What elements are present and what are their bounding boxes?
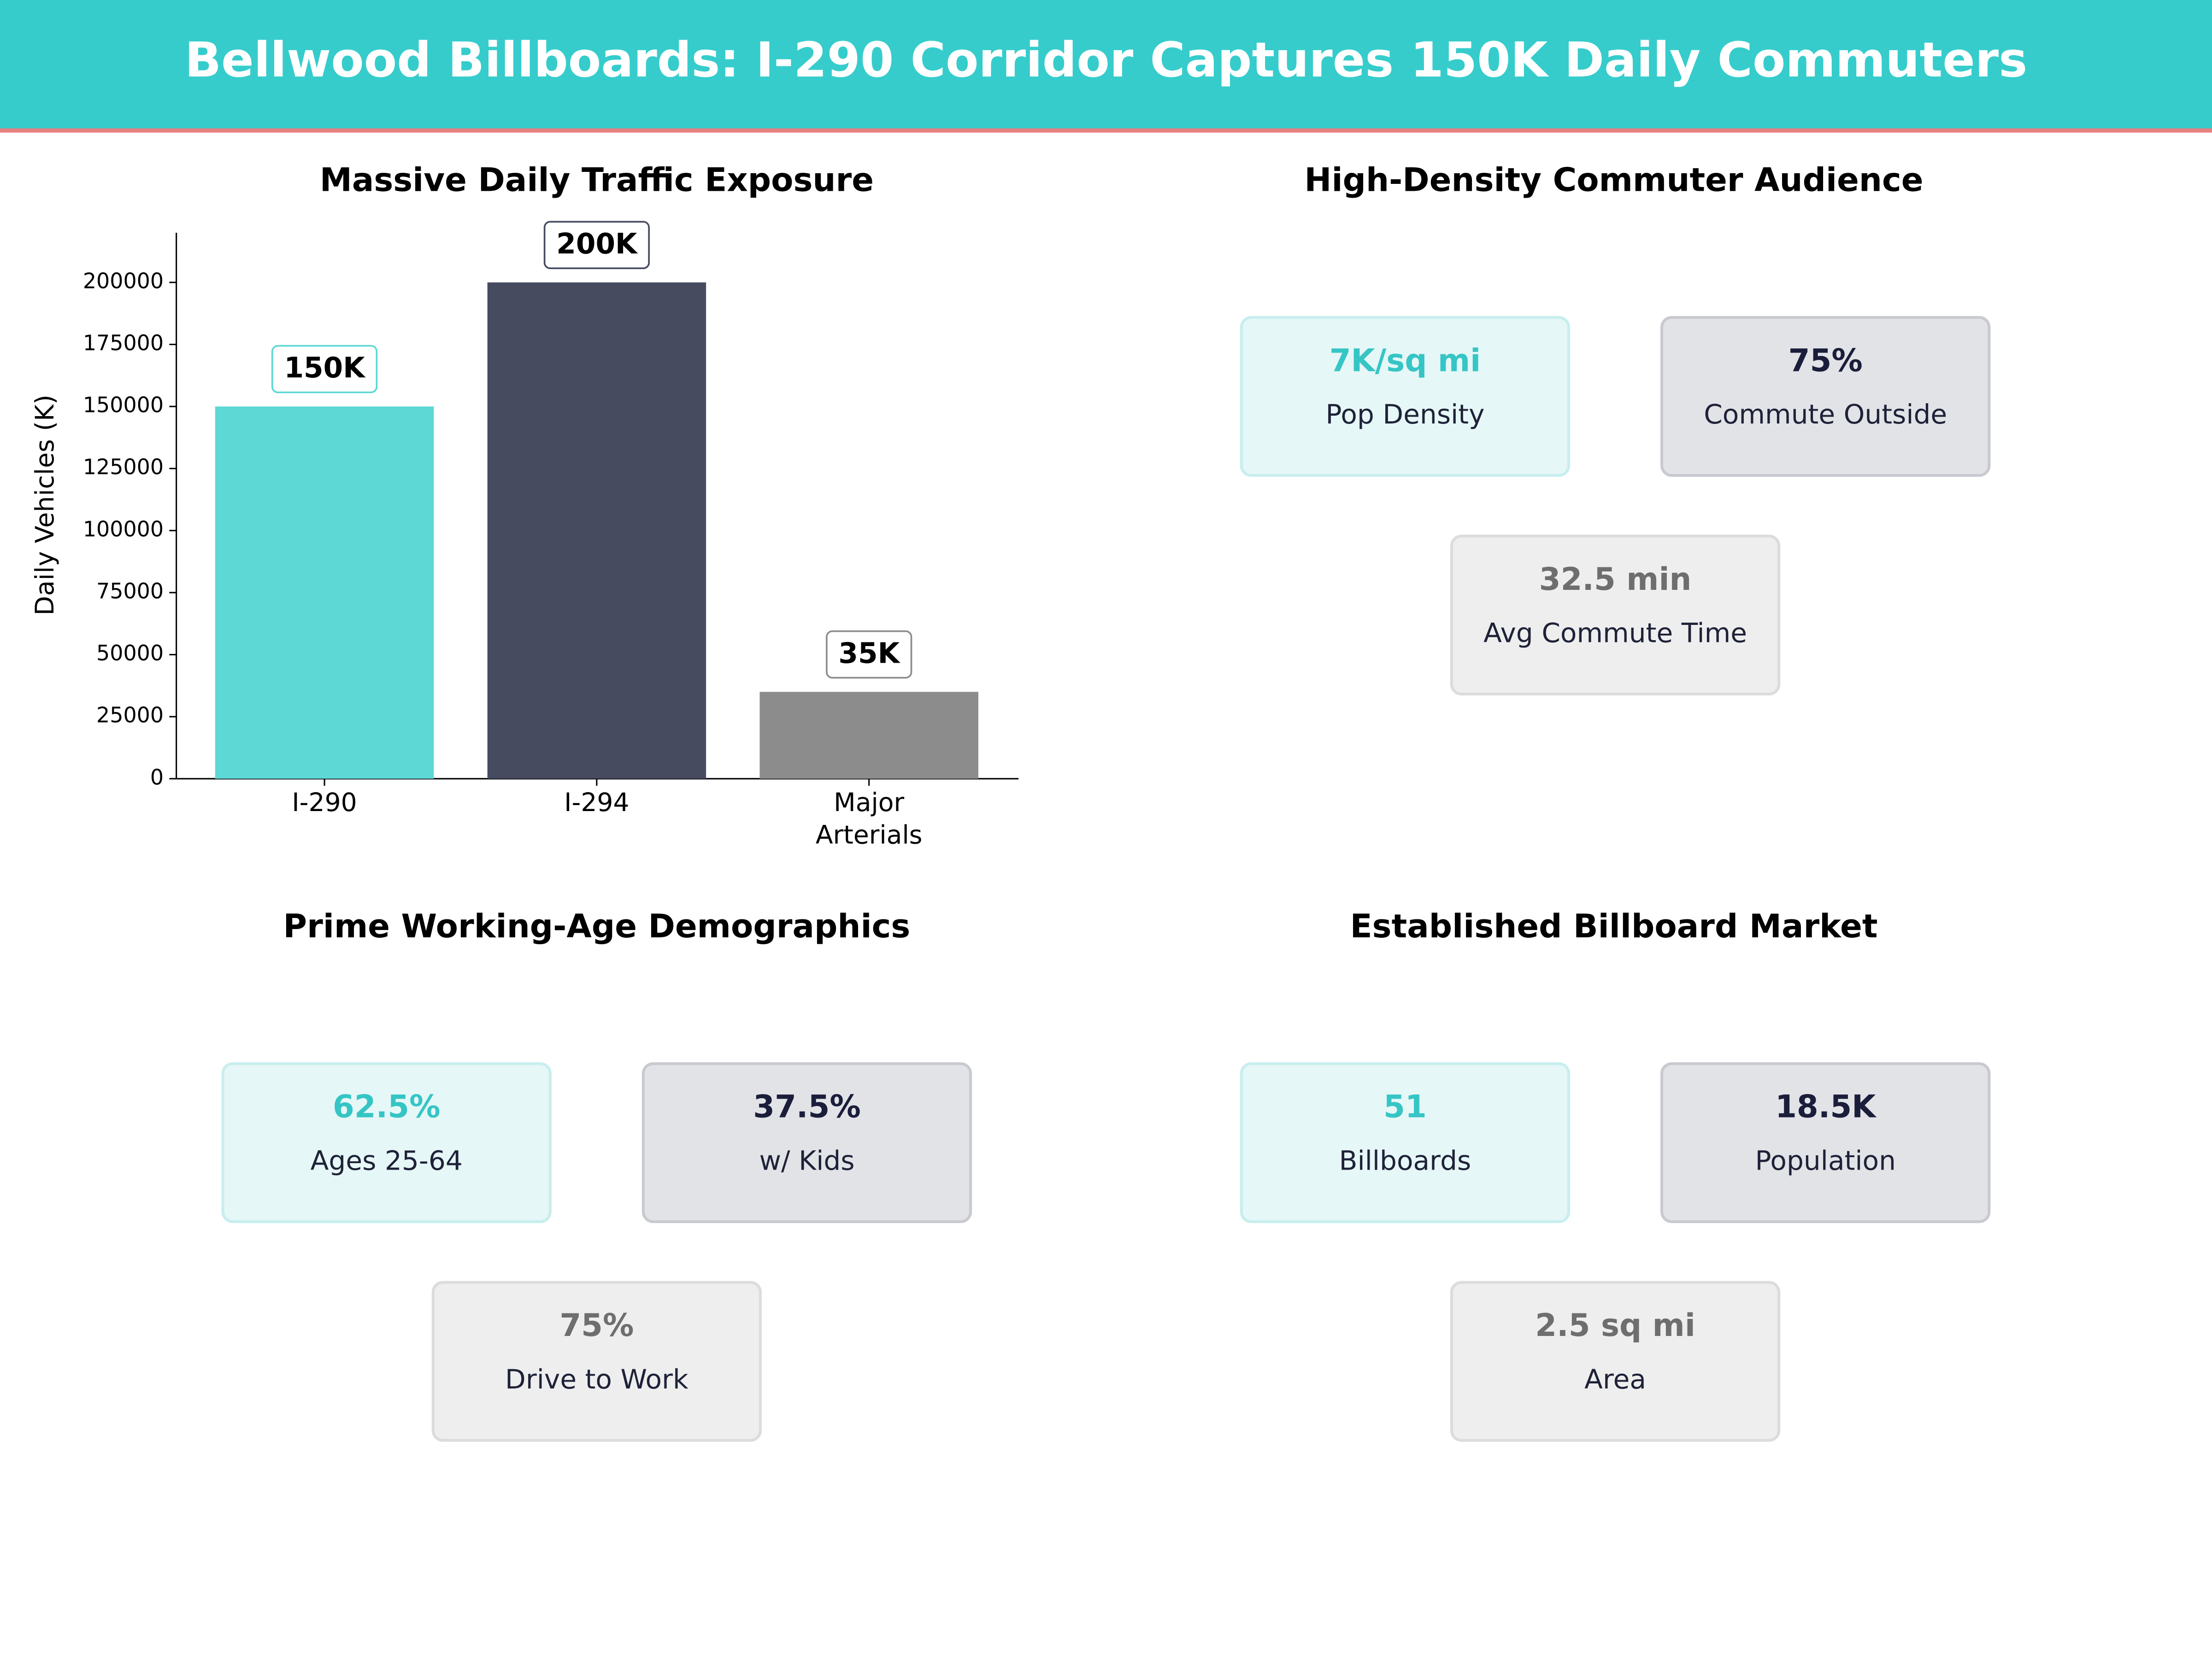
value-label: 200K xyxy=(556,228,638,260)
y-tick-label: 150000 xyxy=(83,393,164,418)
stat-value: 2.5 sq mi xyxy=(1535,1307,1695,1343)
stat-value: 7K/sq mi xyxy=(1330,342,1481,378)
y-axis-label: Daily Vehicles (K) xyxy=(30,394,59,615)
panel-title: High-Density Commuter Audience xyxy=(1305,161,1924,199)
stat-card xyxy=(1660,1062,1991,1224)
stat-card xyxy=(1240,316,1571,477)
header-rule xyxy=(0,128,2212,133)
stat-label: Drive to Work xyxy=(505,1364,688,1395)
stat-value: 62.5% xyxy=(333,1088,441,1125)
x-tick-label-box: I-294 xyxy=(564,788,629,818)
stat-card xyxy=(1450,535,1781,696)
y-tick-label: 75000 xyxy=(96,578,164,603)
stat-label: Population xyxy=(1755,1145,1896,1177)
stat-value: 75% xyxy=(559,1307,634,1343)
x-tick-label-box: I-290 xyxy=(292,788,357,818)
stat-label: Commute Outside xyxy=(1704,399,1947,430)
header-band xyxy=(0,0,2212,130)
y-tick-label: 100000 xyxy=(83,517,164,541)
stat-label: w/ Kids xyxy=(759,1145,854,1177)
stat-label: Pop Density xyxy=(1325,399,1484,430)
stat-card xyxy=(641,1062,972,1224)
chart-title: Massive Daily Traffic Exposure xyxy=(320,161,874,199)
stat-label: Area xyxy=(1584,1364,1646,1395)
stat-card xyxy=(221,1062,552,1224)
y-tick-label: 175000 xyxy=(83,330,164,355)
stat-card xyxy=(1240,1062,1571,1224)
x-tick-label-box: Major Arterials xyxy=(815,788,923,851)
x-tick-label: I-294 xyxy=(564,788,629,818)
bar xyxy=(759,692,978,779)
stat-label: Ages 25-64 xyxy=(311,1145,463,1177)
stat-value: 18.5K xyxy=(1775,1088,1877,1125)
stat-value: 51 xyxy=(1383,1088,1427,1125)
stat-value: 75% xyxy=(1788,342,1863,378)
value-label-box xyxy=(543,221,650,270)
stat-label: Avg Commute Time xyxy=(1483,618,1747,649)
value-label-box xyxy=(271,345,378,394)
y-tick-label: 0 xyxy=(150,765,164,789)
y-tick-label: 50000 xyxy=(96,641,164,665)
panel-title: Established Billboard Market xyxy=(1350,907,1878,945)
stat-card xyxy=(1660,316,1991,477)
value-label: 35K xyxy=(838,637,900,670)
bar xyxy=(487,282,706,779)
page-title: Bellwood Billboards: I-290 Corridor Capt… xyxy=(185,32,2027,88)
x-tick-label: Major Arterials xyxy=(815,788,923,851)
stat-label: Billboards xyxy=(1339,1145,1471,1177)
stat-card xyxy=(1450,1281,1781,1442)
y-tick-label: 125000 xyxy=(83,454,164,479)
value-label: 150K xyxy=(284,352,366,384)
stat-card xyxy=(431,1281,762,1442)
y-tick-label: 200000 xyxy=(83,268,164,293)
stat-value: 37.5% xyxy=(753,1088,861,1125)
panel-title: Prime Working-Age Demographics xyxy=(283,907,911,945)
x-tick-label: I-290 xyxy=(292,788,357,818)
y-tick-label: 25000 xyxy=(96,703,164,728)
bar xyxy=(215,406,434,779)
stat-value: 32.5 min xyxy=(1539,561,1692,597)
value-label-box xyxy=(826,630,912,679)
